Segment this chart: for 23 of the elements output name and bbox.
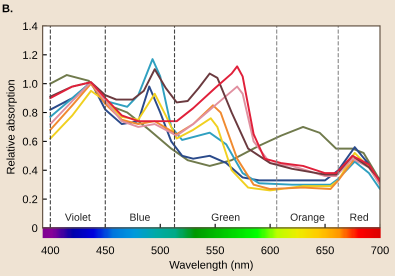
annotation: Red bbox=[350, 213, 368, 221]
annotation: Green bbox=[212, 213, 240, 221]
y-tick-label: 1.4 bbox=[23, 22, 38, 30]
x-tick-label: 450 bbox=[96, 246, 114, 254]
y-tick-label: 0.4 bbox=[22, 166, 38, 174]
x-tick-label: 700 bbox=[371, 246, 389, 254]
y-tick-label: 1.0 bbox=[23, 80, 38, 88]
x-tick-label: 550 bbox=[206, 246, 224, 254]
y-tick-label: 0 bbox=[32, 224, 38, 232]
x-axis-title: Wavelength (nm) bbox=[169, 260, 253, 271]
x-tick-label: 400 bbox=[41, 246, 60, 254]
chart-title: B. bbox=[2, 4, 12, 12]
y-tick-label: 0.8 bbox=[22, 108, 38, 117]
y-tick-label: 0.2 bbox=[22, 195, 38, 204]
x-tick-label: 600 bbox=[261, 246, 279, 254]
annotation: Orange bbox=[290, 213, 324, 223]
annotation: Violet bbox=[64, 213, 91, 221]
x-tick-label: 650 bbox=[316, 246, 334, 254]
x-tick-label: 500 bbox=[151, 246, 170, 254]
y-tick-label: 0.6 bbox=[22, 138, 38, 146]
annotation: Blue bbox=[130, 213, 150, 221]
y-axis-title: Relative absorption bbox=[6, 80, 17, 174]
y-tick-label: 1.2 bbox=[23, 51, 38, 59]
